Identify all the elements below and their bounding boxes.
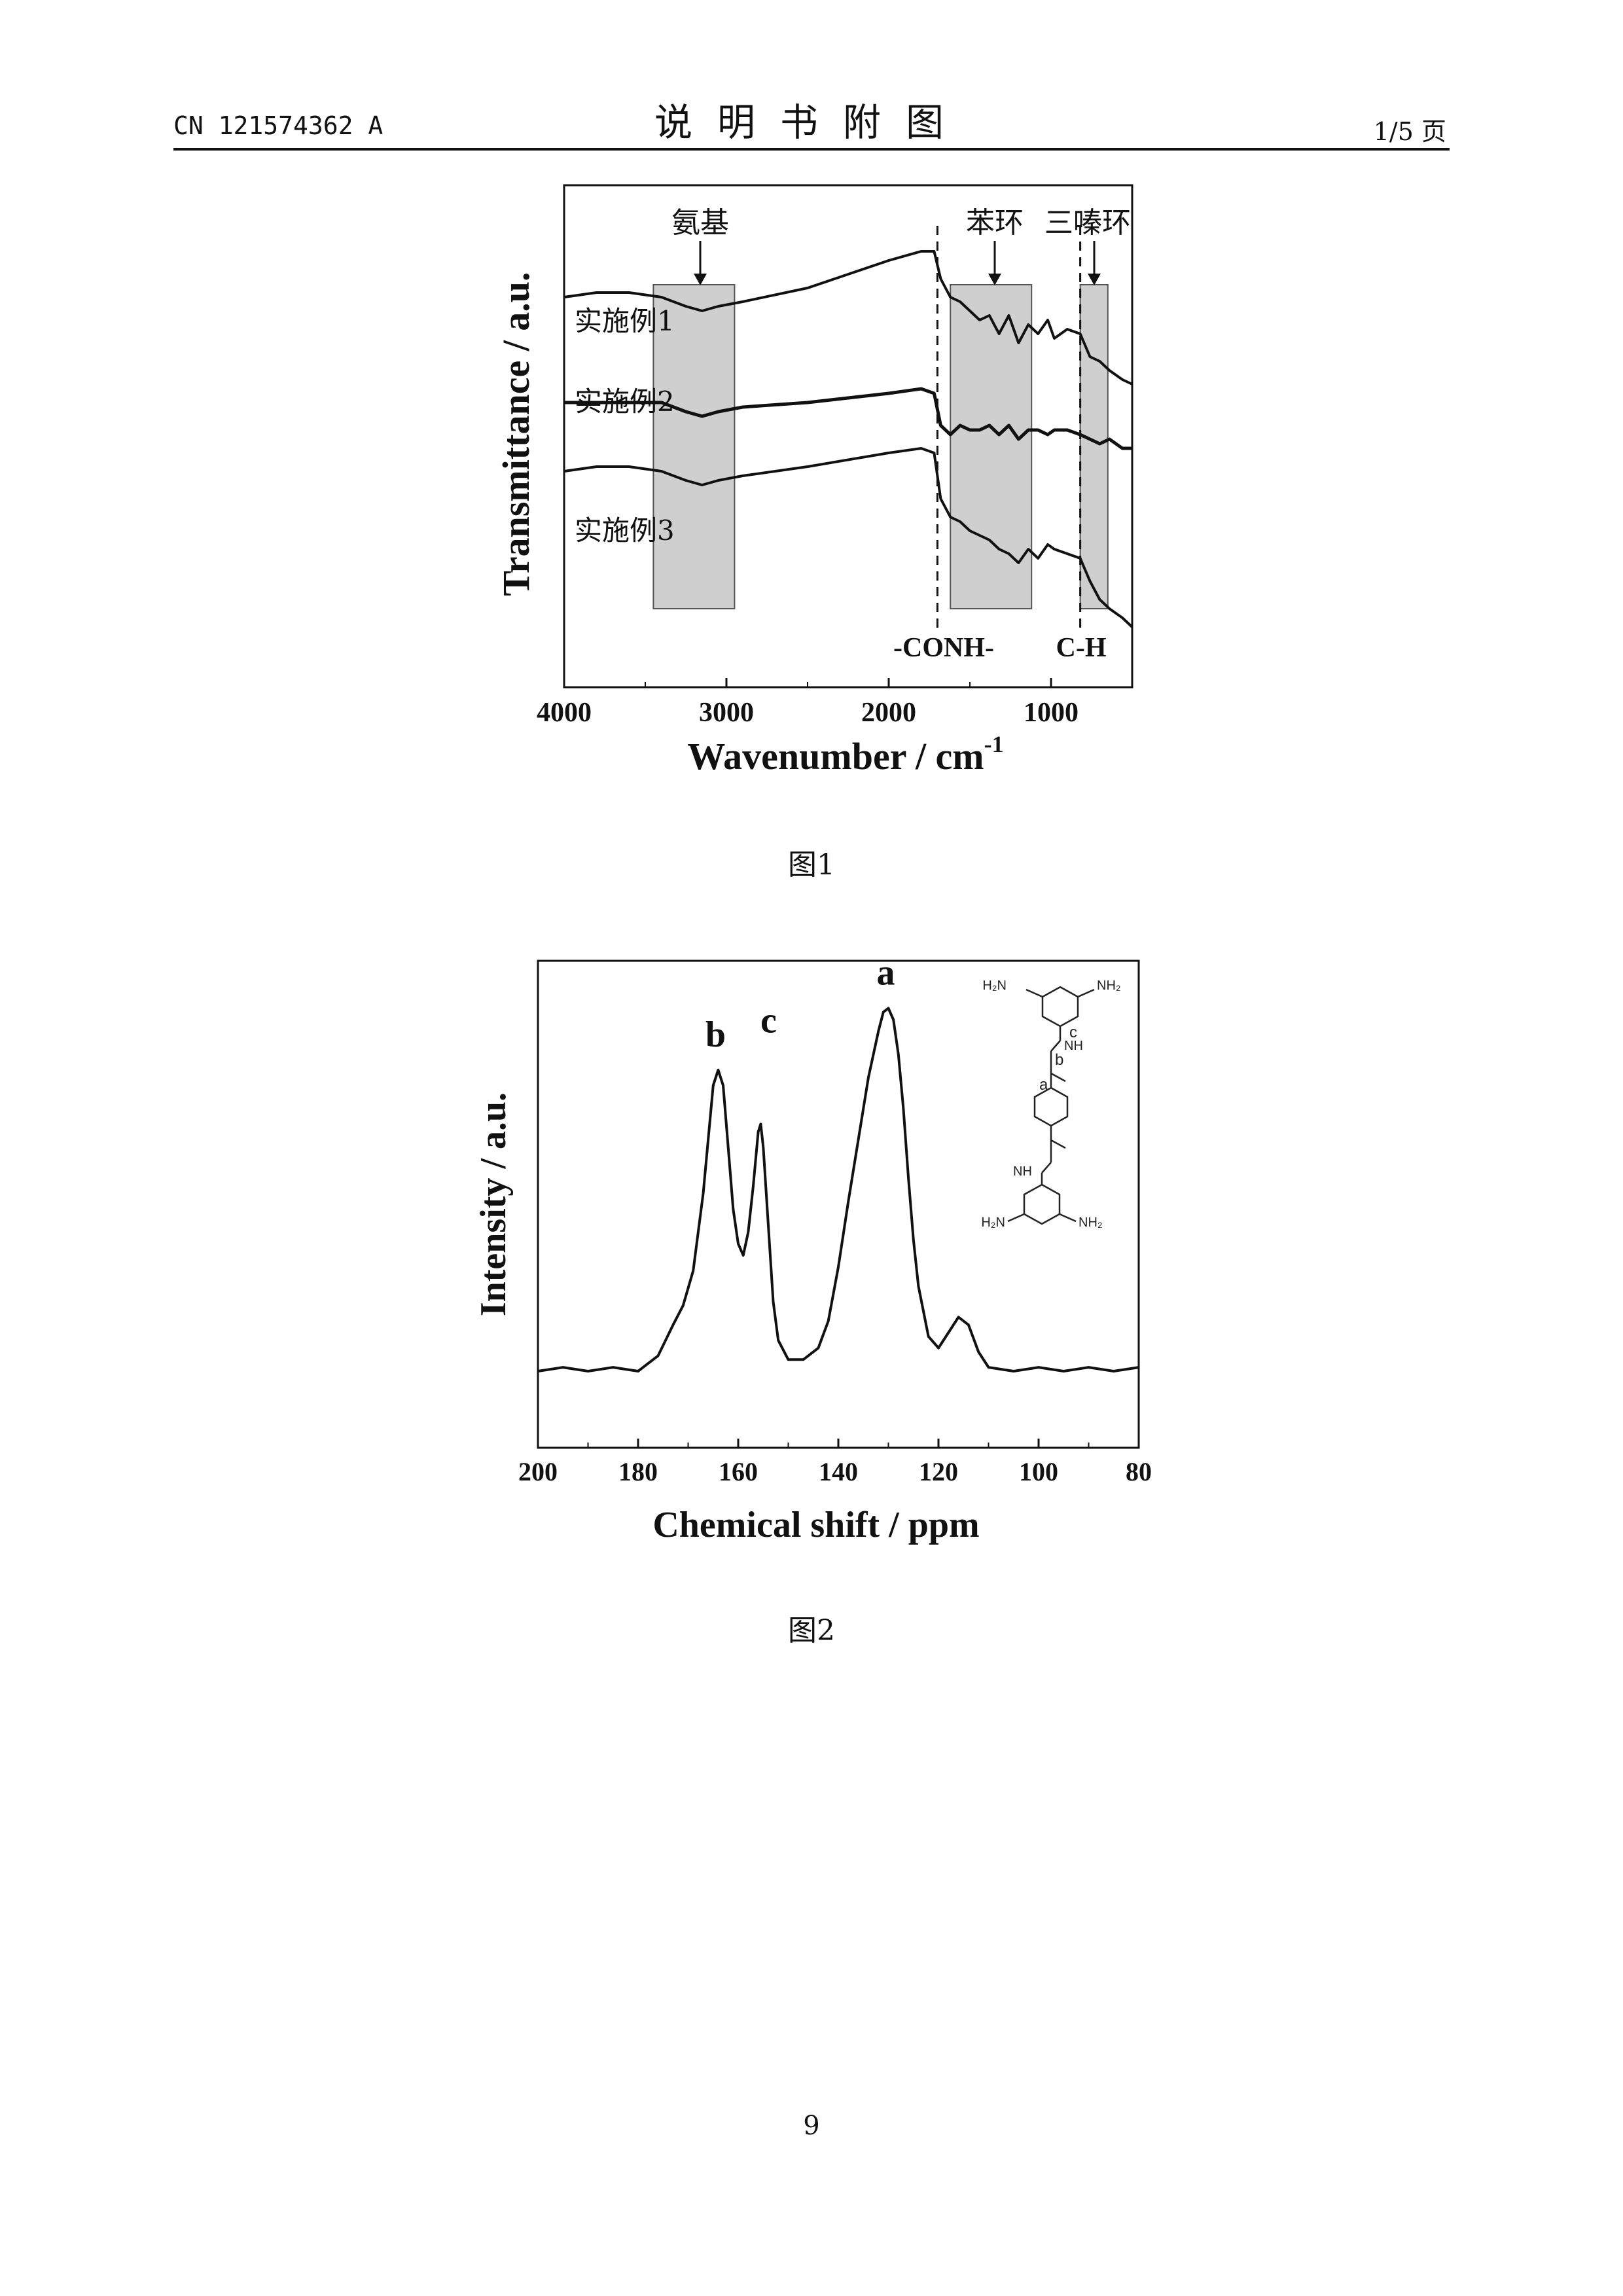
header-rule [173,148,1450,151]
arrow-head-amino [694,274,707,285]
page-count: 1/5 页 [1373,117,1446,146]
x-tick-label: 1000 [1024,698,1079,728]
band-label-triazine: 三嗪环 [1044,206,1131,240]
figure-caption-2: 图2 [788,1614,835,1647]
series-label-3: 实施例3 [575,514,675,547]
page-title: 说明书附图 [654,100,969,145]
series-label-2: 实施例2 [575,386,675,418]
page-number: 9 [803,2111,820,2141]
refline-label-ch: C-H [1056,633,1107,663]
shaded-band-0 [652,284,736,609]
series-label-1: 实施例1 [575,305,675,337]
x-tick-label: 2000 [861,698,916,728]
band-label-benzene: 苯环 [966,206,1024,240]
series-line-1 [563,250,1133,386]
x-axis-title: Wavenumber / cm-1 [687,731,1003,778]
band-label-amino: 氨基 [671,206,729,240]
x-tick-label: 3000 [699,698,754,728]
arrow-head-benzene [988,274,1001,285]
series-line-3 [563,447,1133,628]
arrow-head-triazine [1088,274,1101,285]
refline-label-conh: -CONH- [893,633,994,663]
series-line-2 [564,387,1132,450]
shaded-band-2 [1079,284,1109,609]
plot-frame [563,184,1133,689]
patent-number: CN 121574362 A [173,111,383,140]
figure-caption-1: 图1 [788,848,835,882]
y-axis-title: Transmittance / a.u. [495,272,537,596]
x-tick-label: 4000 [537,698,592,728]
